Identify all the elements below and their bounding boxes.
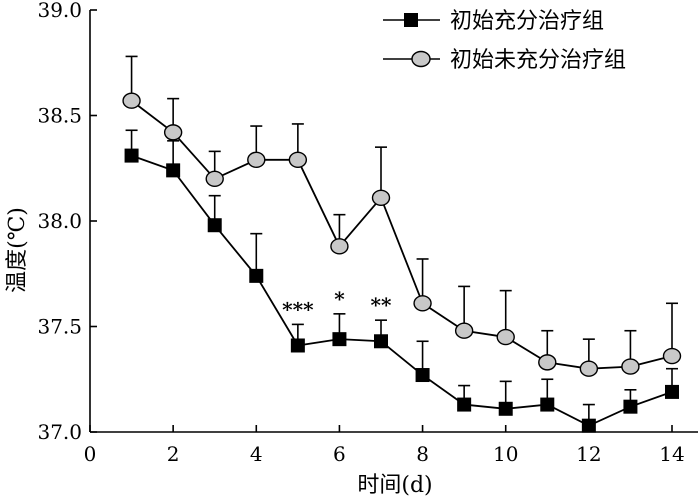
legend-item-adequate: 初始充分治疗组 [383, 9, 604, 34]
significance-marker: *** [282, 297, 314, 321]
x-axis-label: 时间(d) [357, 473, 432, 498]
circle-marker [621, 358, 640, 375]
y-axis-label: 温度(℃) [5, 207, 30, 293]
square-marker [290, 338, 305, 353]
legend: 初始充分治疗组 初始未充分治疗组 [383, 9, 626, 73]
square-marker [207, 218, 222, 233]
square-marker [623, 399, 638, 414]
square-marker [540, 397, 555, 412]
circle-marker [247, 151, 266, 169]
legend-label-inadequate: 初始未充分治疗组 [450, 48, 626, 73]
x-tick-label: 14 [659, 442, 684, 466]
y-tick-label: 38.5 [37, 104, 82, 128]
series-line [131, 100, 673, 370]
circle-marker [205, 170, 224, 188]
series-inadequate [122, 55, 682, 377]
legend-label-adequate: 初始充分治疗组 [450, 9, 604, 34]
square-marker [124, 148, 139, 163]
square-marker [332, 332, 347, 347]
x-tick-label: 4 [250, 442, 263, 466]
circle-marker [413, 295, 432, 312]
square-marker [581, 418, 596, 433]
x-tick-label: 8 [416, 442, 429, 466]
square-marker [415, 368, 430, 383]
series-adequate [124, 129, 679, 433]
significance-annotations: *** * ** [282, 287, 392, 322]
plot-frame [89, 10, 698, 433]
circle-marker [163, 124, 183, 141]
significance-marker: * [334, 287, 345, 311]
x-tick-label: 10 [493, 442, 518, 466]
significance-marker: ** [371, 293, 392, 317]
square-marker [374, 334, 388, 349]
y-tick-label: 37.0 [37, 420, 82, 444]
square-marker [457, 397, 472, 412]
circle-marker [288, 151, 308, 169]
y-tick-label: 38.0 [37, 209, 82, 233]
square-marker [665, 384, 679, 399]
circle-marker [662, 347, 682, 365]
circle-marker [579, 360, 599, 377]
circle-marker [330, 238, 349, 255]
legend-item-inadequate: 初始未充分治疗组 [383, 48, 626, 73]
y-tick-label: 39.0 [37, 0, 82, 22]
legend-circle-marker [411, 50, 431, 68]
square-marker [249, 268, 264, 283]
series-layer [122, 55, 682, 433]
y-axis-ticks: 37.0 37.5 38.0 38.5 39.0 [37, 0, 97, 444]
x-tick-label: 0 [84, 442, 97, 466]
x-tick-label: 2 [167, 442, 180, 466]
x-axis-ticks: 0 2 4 6 8 10 12 14 [84, 425, 685, 466]
legend-square-marker [404, 13, 418, 27]
square-marker [498, 401, 513, 416]
x-tick-label: 12 [576, 442, 601, 466]
circle-marker [371, 189, 391, 206]
circle-marker [454, 322, 474, 339]
square-marker [166, 163, 181, 178]
circle-marker [122, 92, 141, 109]
y-tick-label: 37.5 [37, 315, 82, 339]
circle-marker [538, 354, 557, 371]
x-tick-label: 6 [333, 442, 346, 466]
circle-marker [496, 328, 515, 346]
